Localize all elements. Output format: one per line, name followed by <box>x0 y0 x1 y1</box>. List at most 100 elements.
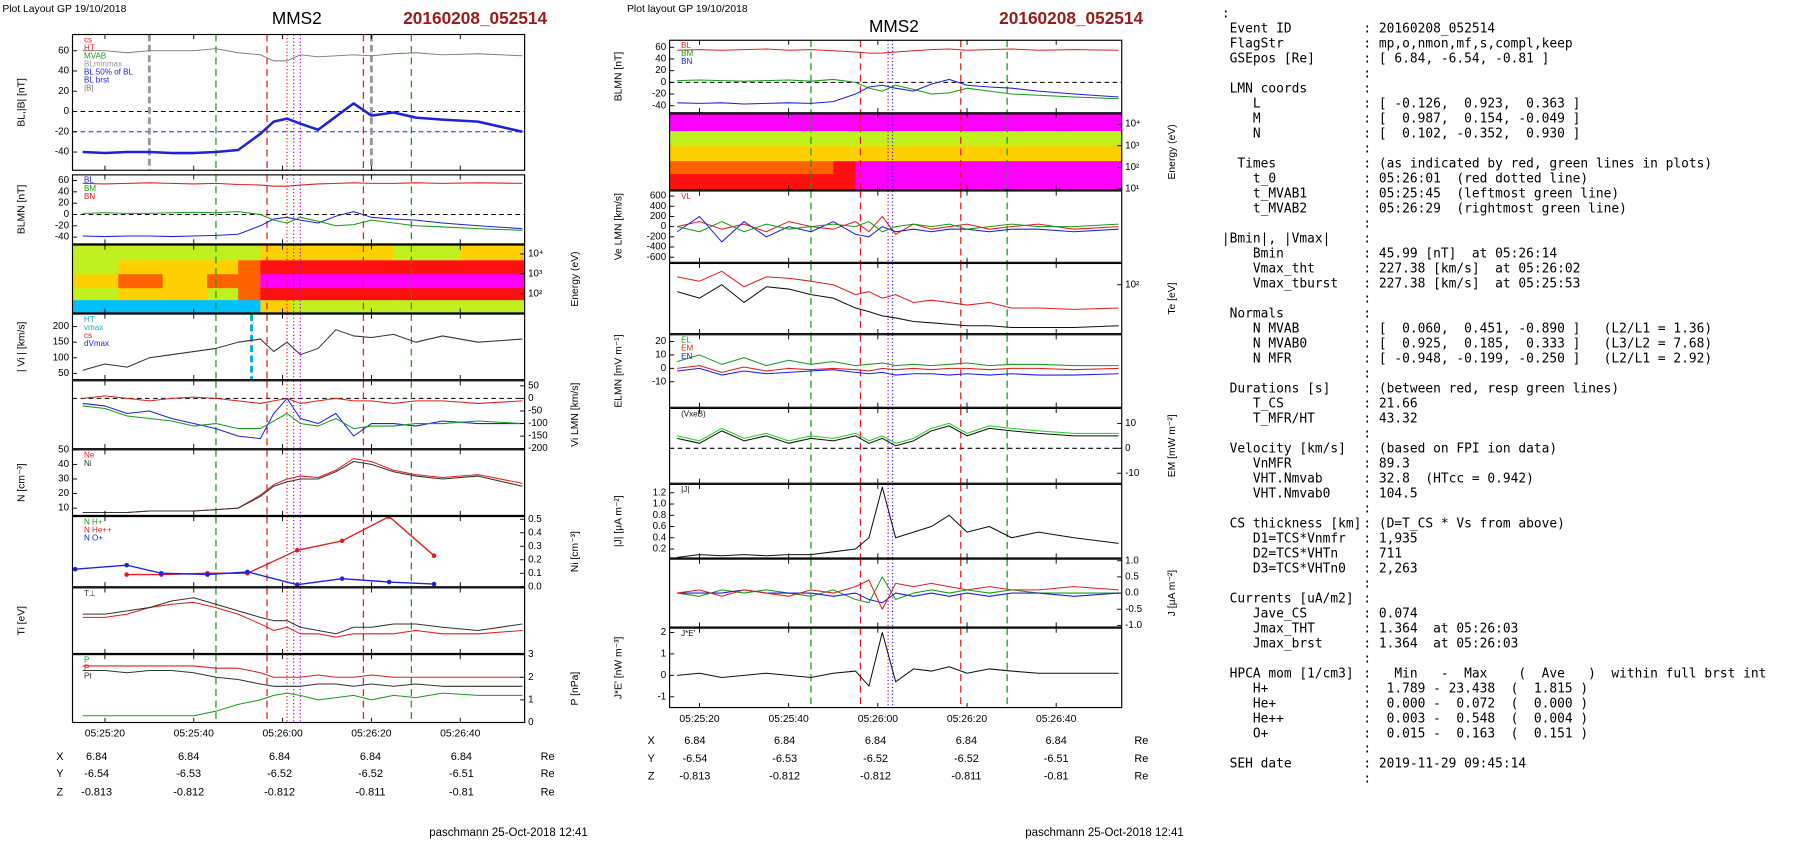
info-value: : 0.074 <box>1363 606 1418 621</box>
spectrogram-cell <box>207 287 239 301</box>
info-label: D1=TCS*Vnmfr <box>1222 531 1346 546</box>
y-tick-label: 1.0 <box>1125 555 1139 566</box>
ephemeris-value: -0.812 <box>264 787 295 799</box>
info-value: : <box>1363 426 1371 441</box>
y-tick-label: -40 <box>55 232 70 243</box>
panel-frame <box>669 113 1123 191</box>
info-value: : 05:26:01 (red dotted line) <box>1363 171 1588 186</box>
spectrogram-cell <box>669 145 714 162</box>
spectrogram-cell <box>291 287 337 301</box>
y-tick-label: -40 <box>652 100 667 111</box>
info-value: : [ -0.126, 0.923, 0.363 ] <box>1363 96 1580 111</box>
ephemeris-value: -0.813 <box>679 770 710 782</box>
spectrogram-cell <box>162 287 208 301</box>
y-tick-label: 1 <box>661 648 666 659</box>
y-tick-label: 2 <box>528 672 533 683</box>
spectrogram-cell <box>162 273 208 289</box>
info-value: : <box>1363 366 1371 381</box>
spectrogram-cell <box>260 299 292 313</box>
data-point <box>124 572 129 577</box>
series-line <box>82 211 523 231</box>
panel: Ti [eV] T⊥ <box>17 587 526 655</box>
legend-entry: Ne <box>84 451 95 460</box>
x-tick-label: 05:25:40 <box>769 714 810 725</box>
y-tick-label: 2 <box>661 627 666 638</box>
ephemeris-unit: Re <box>1134 735 1148 747</box>
series-line <box>677 270 1119 310</box>
series-line <box>82 669 523 687</box>
panel-frame <box>669 262 1123 335</box>
spectrogram-cell <box>207 259 239 275</box>
y-tick-label: 0 <box>528 717 534 728</box>
info-value: : 227.38 [km/s] at 05:26:02 <box>1363 261 1580 276</box>
spectrogram-cell <box>931 173 990 190</box>
y-tick-label: -0.5 <box>1125 604 1142 615</box>
info-label: Currents [uA/m2] <box>1222 591 1354 606</box>
ephemeris-value: 6.84 <box>269 751 290 763</box>
info-label: GSEpos [Re] <box>1222 51 1315 66</box>
y-tick-label: 600 <box>650 191 667 202</box>
info-value: : 0.003 - 0.548 ( 0.004 ) <box>1363 711 1588 726</box>
y-tick-label: -10 <box>1125 468 1140 479</box>
y-tick-label: 0.4 <box>528 527 542 538</box>
y-tick-label: 10⁴ <box>528 249 543 260</box>
info-value: : <box>1363 81 1371 96</box>
plot-area <box>677 334 1119 408</box>
series-line <box>82 397 523 440</box>
y-axis-label: N [cm⁻³] <box>17 463 28 502</box>
info-value: : mp,o,nmon,mf,s,compl,keep <box>1363 36 1572 51</box>
spectrogram-cell <box>335 259 394 275</box>
info-value: : 05:25:45 (leftmost green line) <box>1363 186 1619 201</box>
series-line <box>126 516 435 576</box>
info-label: HPCA mom [1/cm3] <box>1222 666 1354 681</box>
spectrogram-cell <box>460 299 525 313</box>
y-tick-label: 0.8 <box>653 510 667 521</box>
info-label: Jave_CS <box>1222 606 1307 621</box>
panel: 50 0 -50-100 -150-200 Vi LMN [km/s] <box>71 380 581 454</box>
spectrogram-cell <box>118 287 164 301</box>
ephemeris-unit: Re <box>541 768 555 780</box>
info-value: : <box>1363 216 1371 231</box>
series-line <box>677 354 1119 367</box>
y-tick-label: 20 <box>58 198 69 209</box>
info-label: T_MFR/HT <box>1222 411 1315 426</box>
spectrogram-cell <box>260 287 292 301</box>
spectrogram-cell <box>931 113 990 132</box>
y-tick-label: 1.2 <box>653 487 667 498</box>
spectrogram-cell <box>118 259 164 275</box>
y-tick-label: 50 <box>528 380 539 391</box>
spectrogram-cell <box>712 160 758 175</box>
y-tick-label: 10⁴ <box>1125 119 1140 130</box>
ephemeris-unit: Re <box>541 751 555 763</box>
x-tick-label: 05:26:40 <box>1036 714 1077 725</box>
info-value: : 0.000 - 0.072 ( 0.000 ) <box>1363 696 1588 711</box>
ephemeris-value: -6.52 <box>267 768 292 780</box>
plot-area <box>677 628 1119 708</box>
spectrogram-cell <box>989 113 1057 132</box>
x-tick-label: 05:26:00 <box>262 729 303 740</box>
plot-area <box>72 245 525 313</box>
panel-frame <box>71 244 526 314</box>
y-axis-label: J*E' [nW m⁻³] <box>614 636 625 699</box>
spectrogram-cell <box>669 160 714 175</box>
spectrogram-cell <box>802 130 834 147</box>
legend-entry: HT <box>84 43 95 52</box>
ephemeris-value: -0.812 <box>860 770 891 782</box>
data-point <box>245 569 250 575</box>
panel-frame <box>71 33 526 171</box>
ephemeris-value: -0.81 <box>1044 770 1069 782</box>
ephemeris-value: -0.813 <box>81 787 112 799</box>
info-value: : [ -0.948, -0.199, -0.250 ] (L2/L1 = 2.… <box>1363 351 1712 366</box>
spectrogram-cell <box>460 259 525 275</box>
y-tick-label: 0.2 <box>528 554 542 565</box>
y-tick-label: -1 <box>657 691 666 702</box>
info-value: : <box>1363 231 1371 246</box>
y-tick-label: -400 <box>647 242 667 253</box>
series-line <box>82 405 523 430</box>
y-tick-label: 200 <box>53 321 70 332</box>
y-tick-label: 50 <box>58 444 69 455</box>
spectrogram-cell <box>72 259 119 275</box>
spectrogram-cell <box>393 245 461 261</box>
